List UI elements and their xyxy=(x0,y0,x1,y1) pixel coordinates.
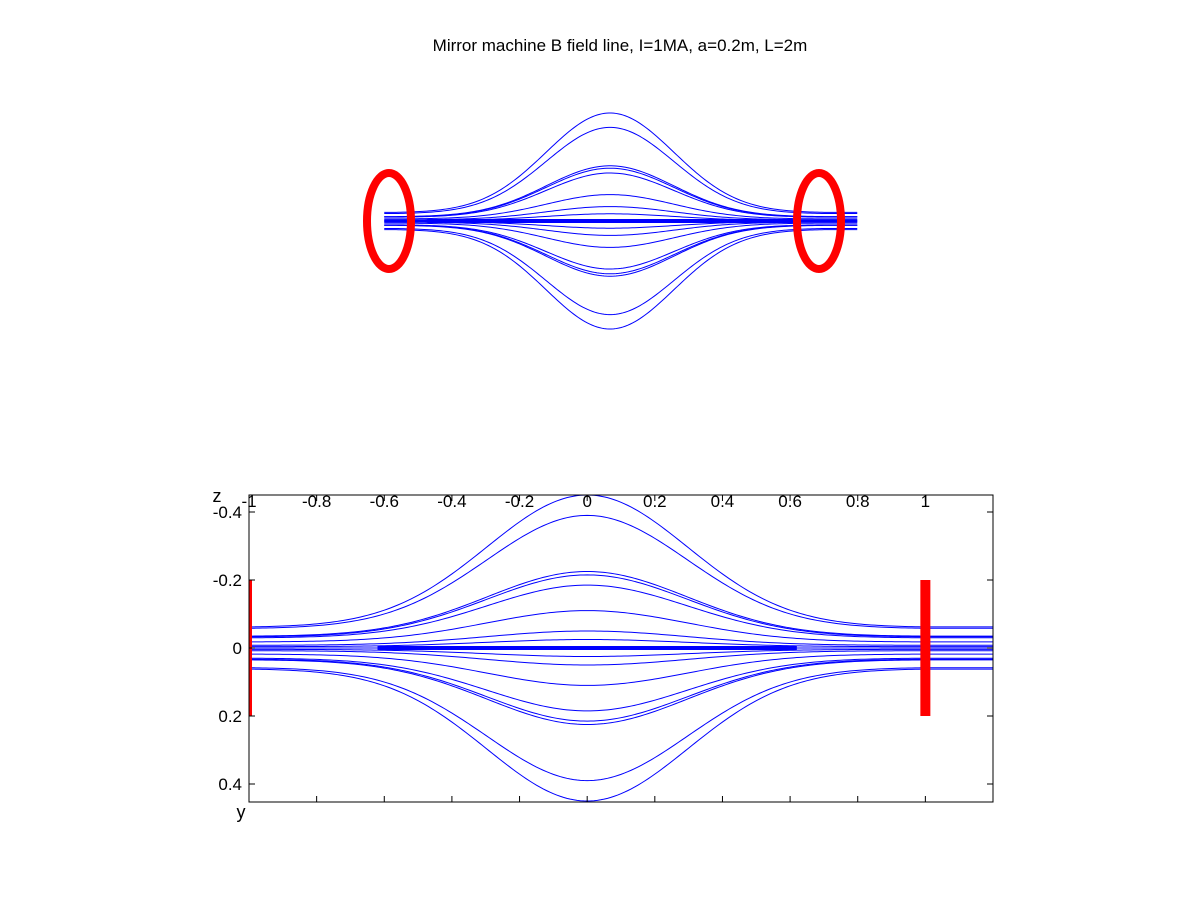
field-line-3d xyxy=(384,224,858,270)
x-tick-label: 0 xyxy=(582,492,591,511)
coil-ring-left xyxy=(363,169,415,273)
y-tick-label: -0.2 xyxy=(213,571,242,590)
x-axis-label: z xyxy=(213,486,222,506)
x-tick-label: 0.2 xyxy=(643,492,667,511)
x-tick-label: 0.8 xyxy=(846,492,870,511)
field-line-3d xyxy=(384,227,858,316)
x-tick-label: 0.6 xyxy=(778,492,802,511)
y-tick-label: 0.4 xyxy=(218,775,242,794)
top-panel-3d-view xyxy=(363,112,858,330)
field-line xyxy=(249,668,993,802)
field-line xyxy=(249,648,993,657)
chart-title: Mirror machine B field line, I=1MA, a=0.… xyxy=(433,36,808,55)
x-tick-label: 1 xyxy=(921,492,930,511)
x-axis: -1 -0.8 -0.6 -0.4 -0.2 0 0.2 0.4 0.6 0.8 1 xyxy=(241,492,930,802)
field-line-3d xyxy=(384,126,858,215)
y-tick-label: 0 xyxy=(233,639,242,658)
field-line xyxy=(249,657,993,712)
field-line-3d xyxy=(384,112,858,213)
field-line xyxy=(249,630,993,646)
y-tick-label: -0.4 xyxy=(213,503,242,522)
x-tick-label: -0.2 xyxy=(505,492,534,511)
field-line xyxy=(249,584,993,639)
field-line xyxy=(249,574,993,638)
y-axis: -0.4 -0.2 0 0.2 0.4 xyxy=(213,503,993,794)
field-line xyxy=(249,570,993,637)
x-tick-label: -1 xyxy=(241,492,256,511)
field-line xyxy=(249,639,993,648)
field-line xyxy=(249,653,993,686)
bottom-panel-side-view: -1 -0.8 -0.6 -0.4 -0.2 0 0.2 0.4 0.6 0.8 1 -0.4-0.… xyxy=(213,486,994,822)
y-tick-label: 0.2 xyxy=(218,707,242,726)
x-tick-label: -0.8 xyxy=(302,492,331,511)
field-line-3d xyxy=(384,172,858,218)
x-tick-label: -0.6 xyxy=(370,492,399,511)
field-line-3d xyxy=(384,194,858,220)
field-line xyxy=(249,495,993,628)
field-line xyxy=(249,514,993,629)
field-line xyxy=(249,659,993,726)
field-line-3d xyxy=(384,167,858,218)
x-tick-label: 0.4 xyxy=(711,492,735,511)
field-line-3d xyxy=(384,229,858,330)
field-line xyxy=(249,610,993,643)
field-line-3d xyxy=(384,224,858,277)
field-line xyxy=(249,650,993,666)
field-line xyxy=(249,658,993,722)
x-tick-label: -0.4 xyxy=(437,492,466,511)
coil-ring-right xyxy=(793,169,845,273)
field-line-3d xyxy=(384,222,858,248)
field-line xyxy=(249,667,993,782)
y-axis-label: y xyxy=(237,802,246,822)
